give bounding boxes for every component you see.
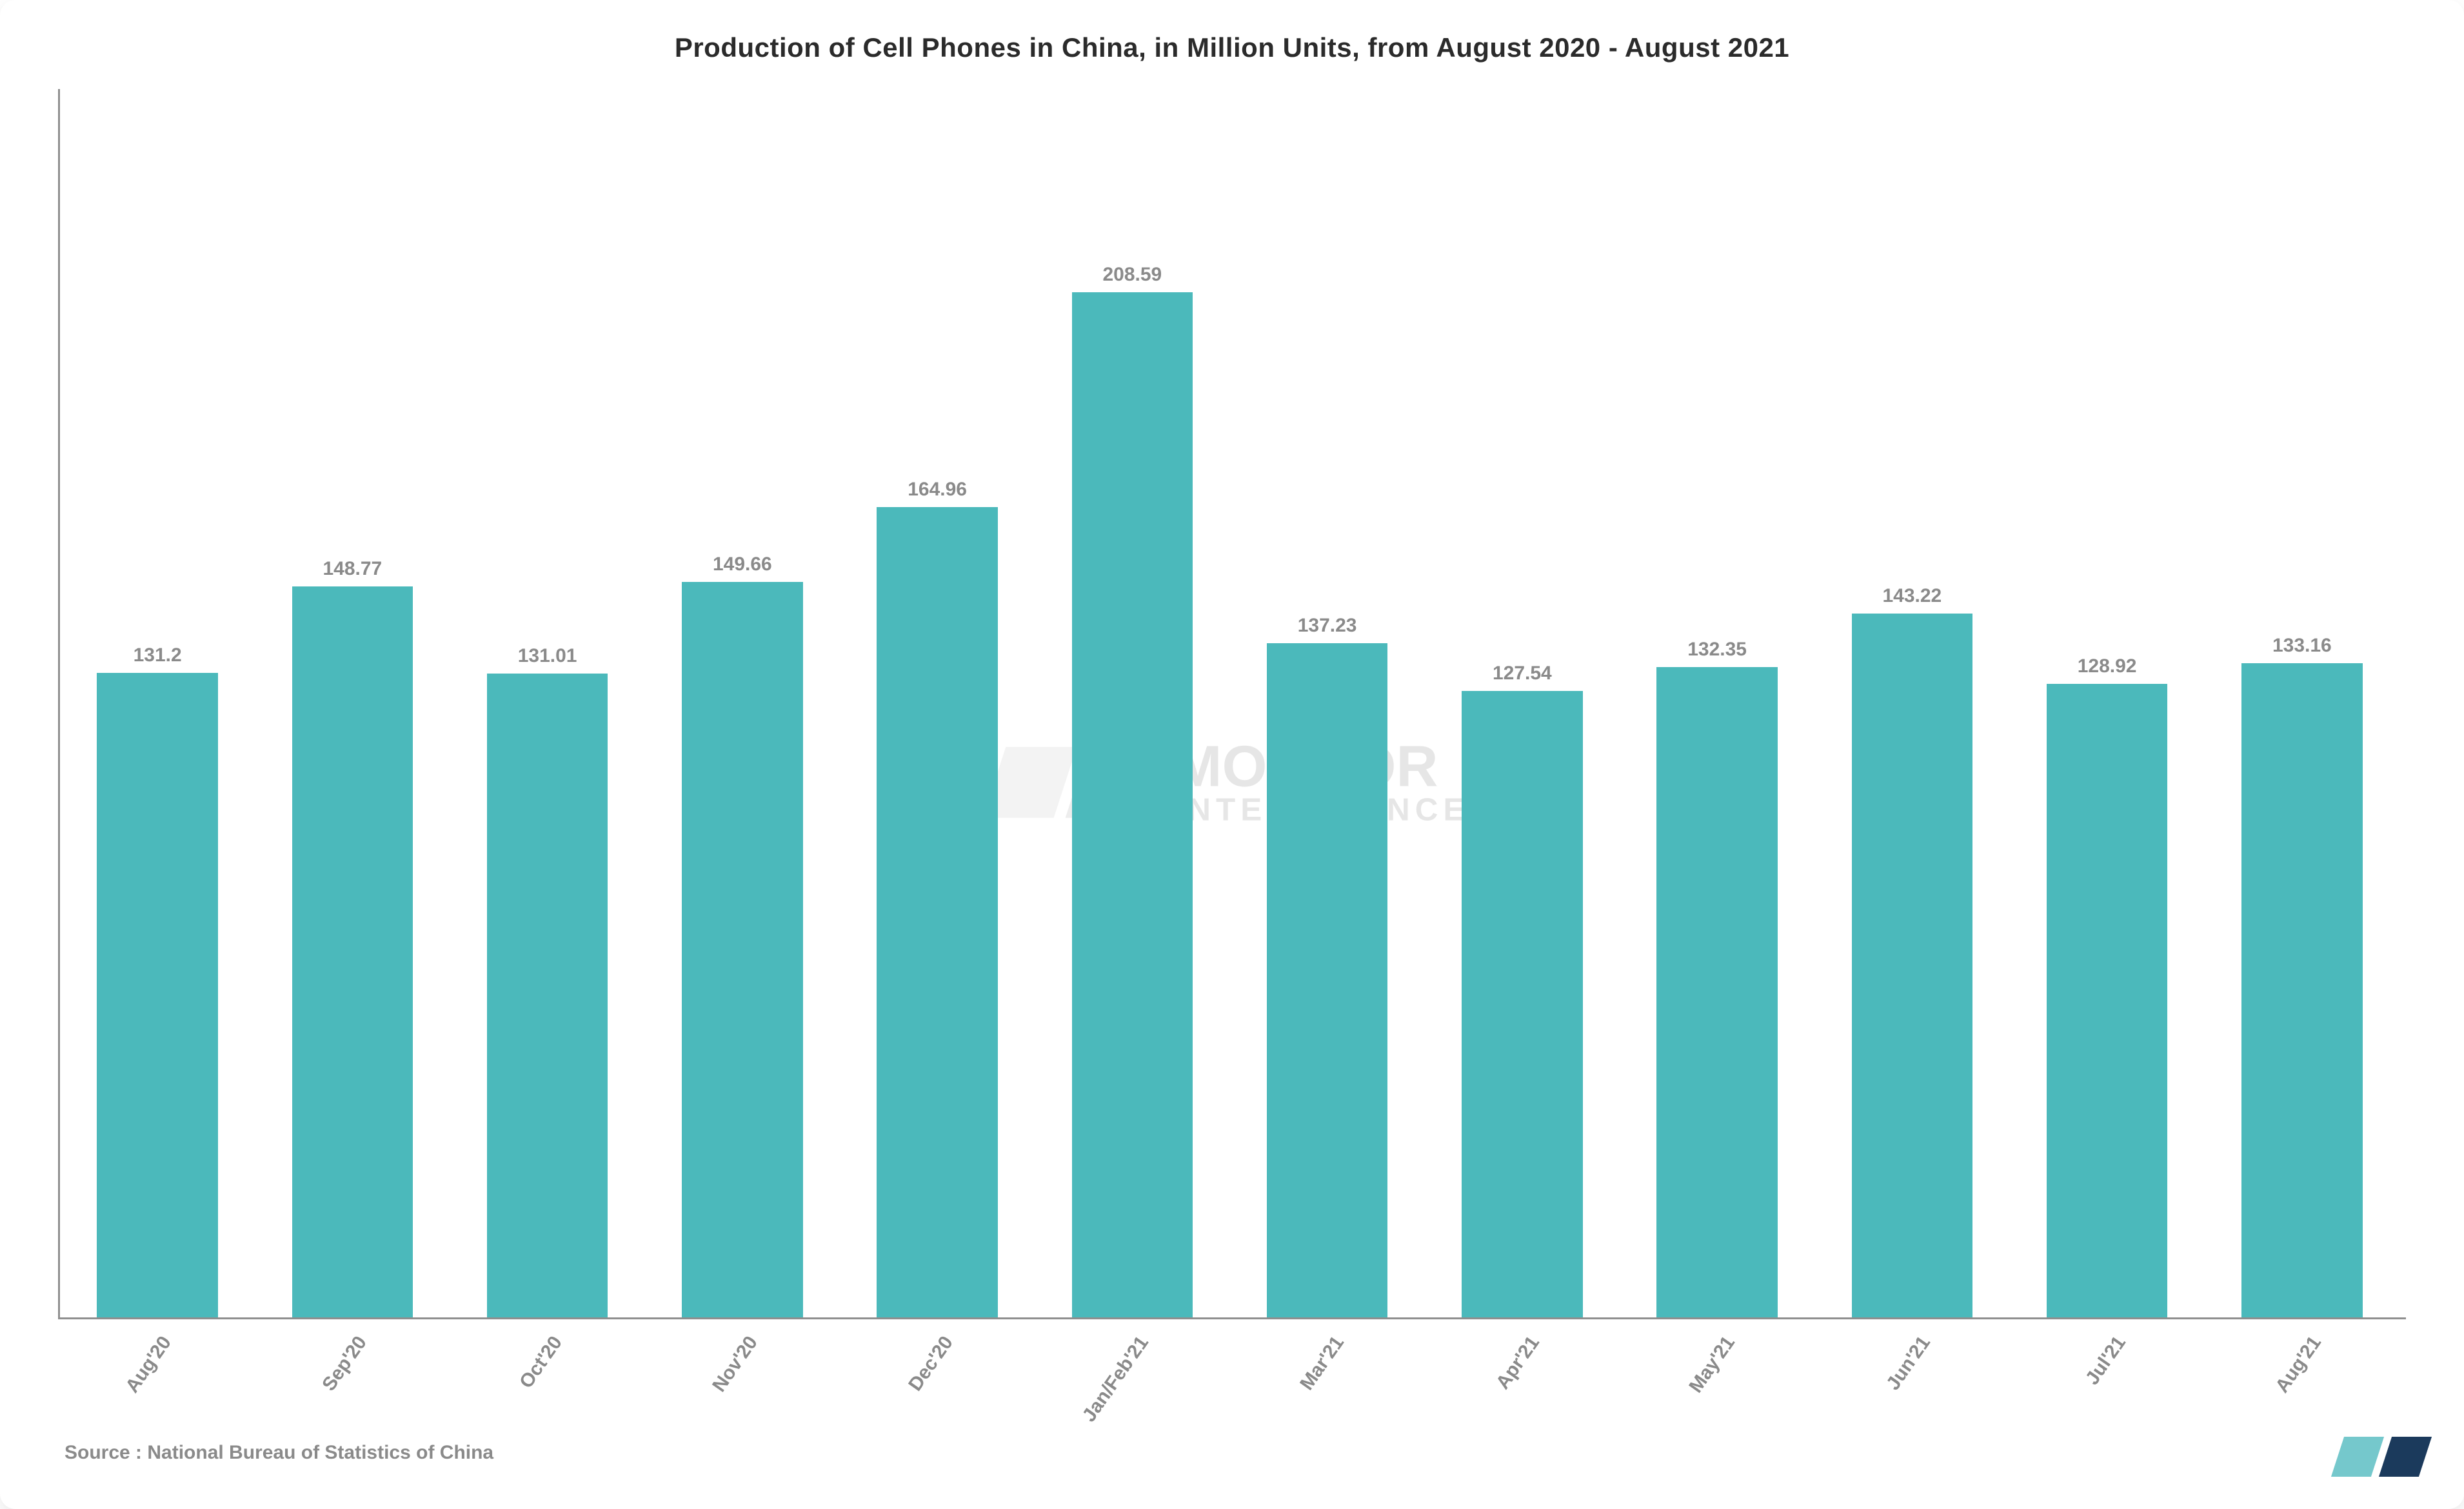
bar-slot: 131.01 (450, 89, 645, 1317)
bar (1072, 292, 1193, 1317)
bar-value-label: 137.23 (1298, 615, 1357, 637)
x-tick-label: May'21 (1685, 1332, 1740, 1397)
bar (2241, 663, 2362, 1317)
bar-value-label: 128.92 (2078, 655, 2137, 677)
bar-value-label: 132.35 (1687, 639, 1747, 661)
bar-value-label: 143.22 (1882, 585, 1942, 607)
x-tick-slot: Mar'21 (1233, 1319, 1428, 1423)
x-tick-label: Jun'21 (1882, 1332, 1935, 1394)
x-tick-label: Aug'20 (121, 1332, 176, 1397)
bar (877, 507, 997, 1317)
bar-slot: 131.2 (60, 89, 255, 1317)
x-tick-slot: Jun'21 (1820, 1319, 2015, 1423)
x-tick-label: Apr'21 (1492, 1332, 1544, 1394)
bar (292, 586, 413, 1317)
bar-slot: 137.23 (1230, 89, 1425, 1317)
bar-slot: 143.22 (1814, 89, 2009, 1317)
x-tick-slot: Jan/Feb'21 (1037, 1319, 1233, 1423)
x-tick-slot: Sep'20 (255, 1319, 451, 1423)
source-line: Source : National Bureau of Statistics o… (65, 1442, 2406, 1464)
bar-value-label: 131.2 (134, 645, 182, 666)
bar (1656, 667, 1777, 1317)
x-tick-label: Aug'21 (2272, 1332, 2327, 1397)
x-tick-slot: Dec'20 (842, 1319, 1037, 1423)
source-label: Source : (65, 1442, 142, 1463)
bar-slot: 148.77 (255, 89, 450, 1317)
chart-plot: MORDOR INTELLIGENCE 131.2148.77131.01149… (58, 89, 2406, 1423)
bar (97, 673, 217, 1317)
x-tick-slot: Oct'20 (451, 1319, 646, 1423)
bar-value-label: 208.59 (1102, 264, 1162, 286)
x-tick-label: Dec'20 (904, 1332, 958, 1395)
x-tick-label: Jan/Feb'21 (1078, 1332, 1153, 1426)
x-tick-label: Sep'20 (318, 1332, 372, 1395)
source-text: National Bureau of Statistics of China (147, 1442, 493, 1463)
bar-value-label: 133.16 (2272, 635, 2332, 657)
bar-value-label: 164.96 (908, 479, 967, 501)
bar-slot: 164.96 (840, 89, 1035, 1317)
bar (682, 582, 802, 1317)
bar-slot: 128.92 (2010, 89, 2205, 1317)
bar-value-label: 149.66 (713, 554, 772, 575)
x-tick-label: Oct'20 (515, 1332, 567, 1393)
bar-value-label: 131.01 (518, 645, 577, 667)
bar (1267, 643, 1387, 1317)
logo-sq2 (2379, 1437, 2432, 1477)
x-tick-label: Nov'20 (708, 1332, 762, 1396)
x-axis-labels: Aug'20 Sep'20 Oct'20 Nov'20 Dec'20 Jan/Feb'21… (58, 1319, 2406, 1423)
chart-card: Production of Cell Phones in China, in M… (0, 0, 2464, 1509)
bar (1852, 614, 1972, 1317)
logo-sq1 (2331, 1437, 2384, 1477)
bar (1462, 691, 1582, 1317)
x-tick-label: Jul'21 (2081, 1332, 2131, 1389)
bar-slot: 132.35 (1620, 89, 1814, 1317)
x-tick-slot: May'21 (1624, 1319, 1820, 1423)
x-tick-slot: Aug'21 (2211, 1319, 2406, 1423)
x-tick-label: Mar'21 (1296, 1332, 1349, 1394)
bars-area: 131.2 148.77 131.01 149.66 164.96 208.59 137.2… (58, 89, 2406, 1319)
bar (487, 674, 608, 1317)
bar-slot: 127.54 (1425, 89, 1620, 1317)
x-tick-slot: Jul'21 (2015, 1319, 2211, 1423)
x-tick-slot: Aug'20 (60, 1319, 255, 1423)
brand-logo (2338, 1437, 2425, 1477)
bar-value-label: 148.77 (323, 558, 382, 580)
x-tick-slot: Apr'21 (1429, 1319, 1624, 1423)
bar-slot: 149.66 (645, 89, 840, 1317)
bar-slot: 133.16 (2205, 89, 2399, 1317)
bar-slot: 208.59 (1035, 89, 1229, 1317)
x-tick-slot: Nov'20 (646, 1319, 842, 1423)
chart-title: Production of Cell Phones in China, in M… (58, 32, 2406, 63)
bar (2047, 684, 2167, 1317)
bar-value-label: 127.54 (1493, 663, 1552, 685)
